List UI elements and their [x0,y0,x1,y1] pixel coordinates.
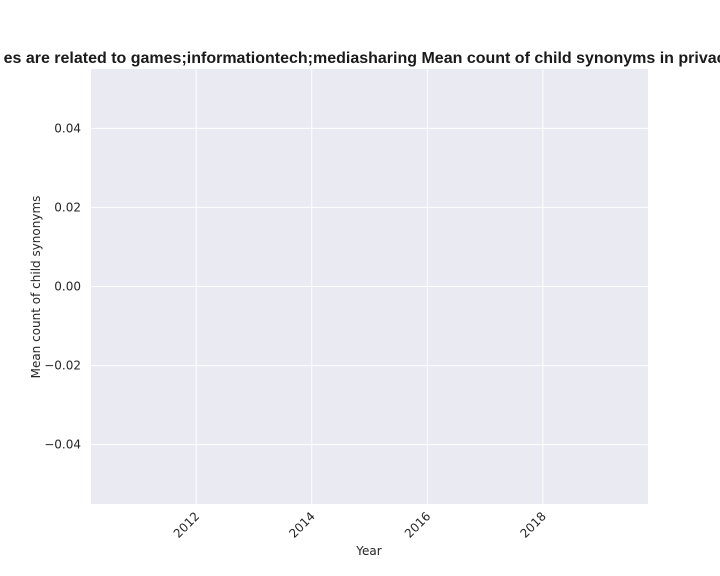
x-tick-label: 2014 [286,509,317,540]
y-tick-label: 0.00 [54,280,81,294]
x-tick-label: 2018 [517,509,548,540]
grid-lines [91,69,648,504]
y-tick-label: −0.02 [44,359,81,373]
chart-title: es are related to games;informationtech;… [4,50,720,67]
y-tick-label: −0.04 [44,438,81,452]
y-tick-label: 0.04 [54,121,81,135]
y-tick-label: 0.02 [54,200,81,214]
x-tick-label: 2016 [402,509,433,540]
x-axis-label: Year [355,544,381,558]
x-tick-label: 2012 [171,509,202,540]
y-axis-label: Mean count of child synonyms [29,196,43,379]
